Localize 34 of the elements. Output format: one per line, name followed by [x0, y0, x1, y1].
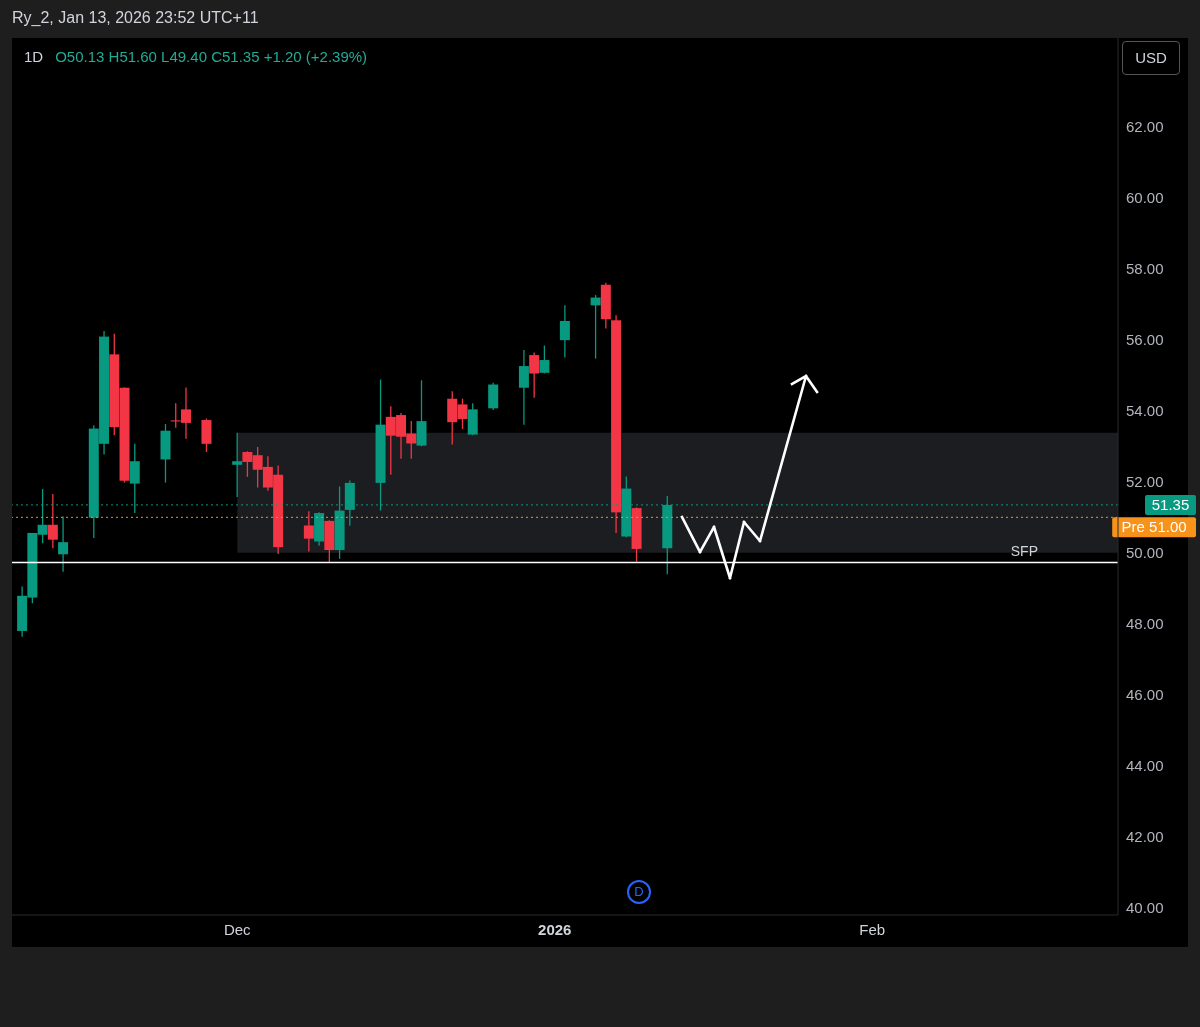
y-tick-label: 62.00	[1126, 118, 1164, 136]
letter-d-icon: D	[627, 880, 651, 904]
candlestick	[559, 304, 570, 359]
candlestick	[488, 382, 499, 411]
y-tick-label: 42.00	[1126, 828, 1164, 846]
candlestick	[201, 417, 212, 453]
candlestick	[518, 349, 529, 426]
candlestick	[58, 515, 69, 573]
x-tick-label: 2026	[538, 921, 572, 938]
x-tick-label: Feb	[859, 921, 886, 938]
currency-button: USD	[1122, 41, 1180, 75]
text: O50.13 H51.60 L49.40 C51.35 +1.20 (+2.39%)	[55, 48, 368, 65]
candlestick	[303, 510, 314, 553]
y-tick-label: 60.00	[1126, 189, 1164, 207]
ref-line-label: SFP	[1010, 543, 1038, 560]
ref-line-label: 51.35	[1151, 495, 1190, 513]
ref-line-label: Pre 51.00	[1121, 518, 1187, 536]
y-tick-label: 46.00	[1126, 686, 1164, 704]
y-tick-label: 56.00	[1126, 331, 1164, 349]
candlestick	[539, 344, 550, 375]
text: Ry_2, Jan 13, 2026 23:52 UTC+11	[12, 8, 259, 28]
candlestick	[590, 294, 601, 360]
y-tick-label: 58.00	[1126, 260, 1164, 278]
x-tick-label: Dec	[223, 921, 252, 938]
y-tick-label: 52.00	[1126, 473, 1164, 491]
candlestick	[47, 493, 58, 549]
y-tick-label: 40.00	[1126, 899, 1164, 917]
candlestick	[529, 351, 540, 399]
y-tick-label: 44.00	[1126, 757, 1164, 775]
text: 1D	[24, 48, 44, 65]
y-tick-label: 50.00	[1126, 544, 1164, 562]
candlestick	[232, 432, 243, 498]
y-tick-label: 48.00	[1126, 615, 1164, 633]
y-tick-label: 54.00	[1126, 402, 1164, 420]
